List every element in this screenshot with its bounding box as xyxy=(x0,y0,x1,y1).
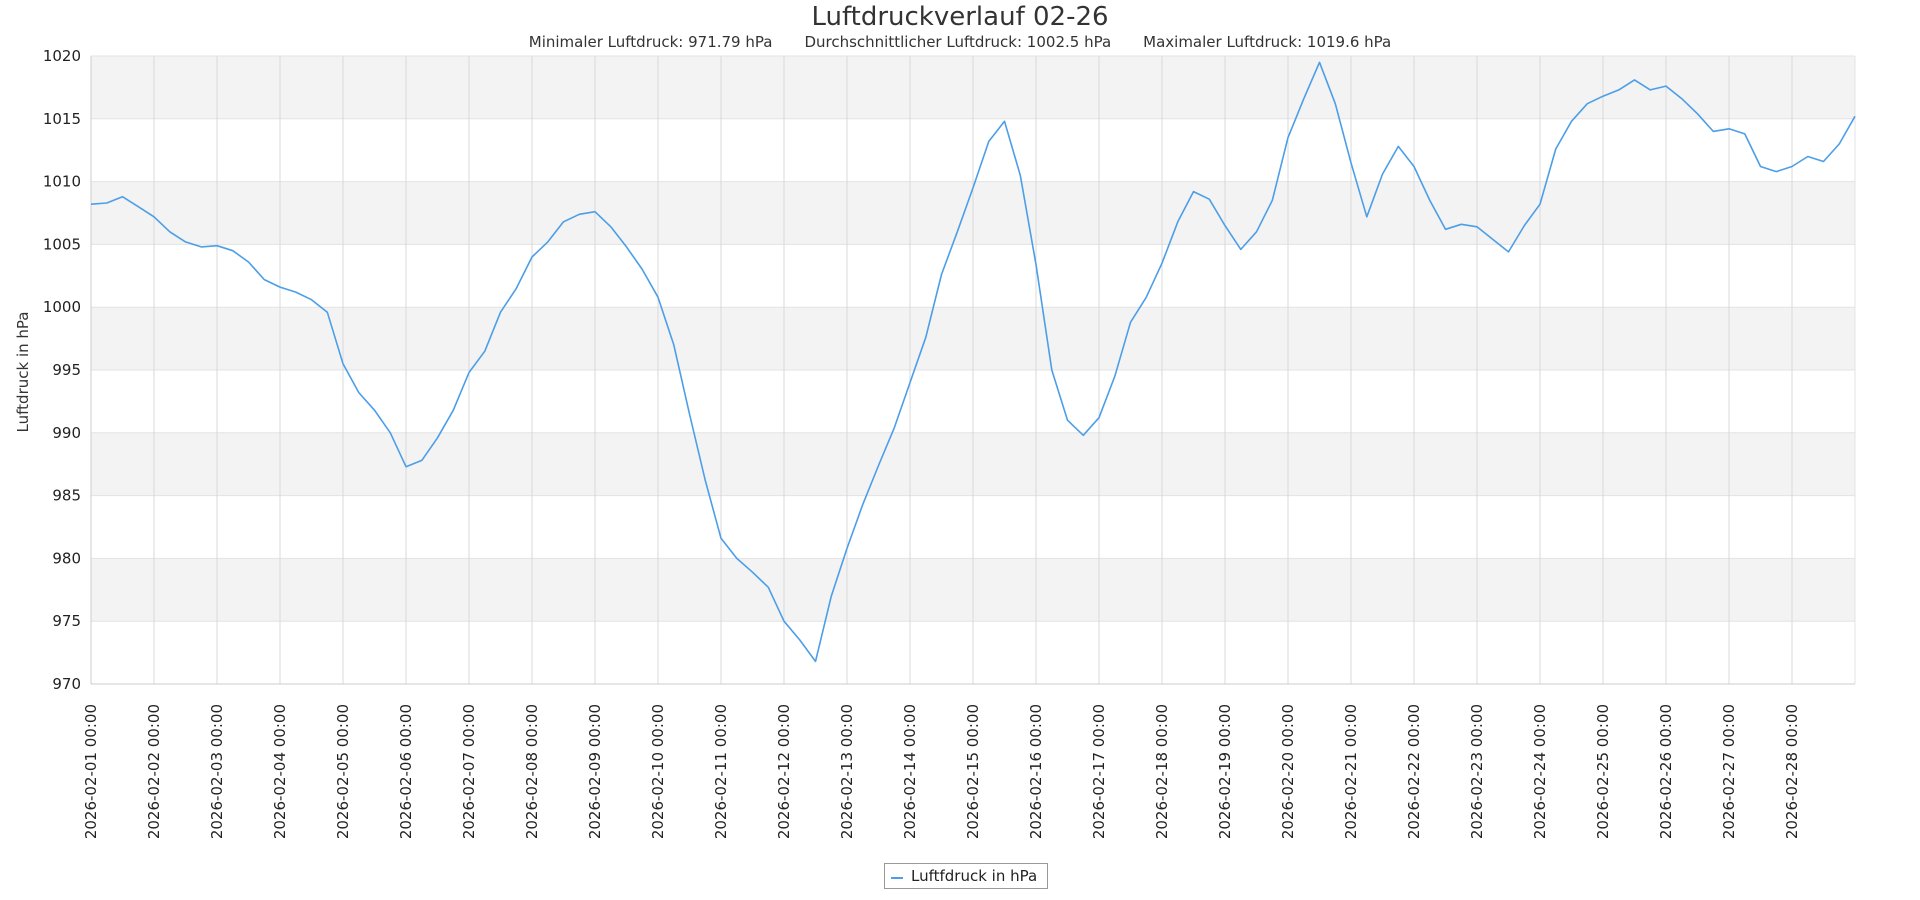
y-axis-ticks: 970 975 980 985 990 995 1000 1005 1010 1015 1020 xyxy=(43,47,81,693)
x-tick-label: 2026-02-20 00:00 xyxy=(1279,704,1297,839)
vertical-gridlines xyxy=(90,56,1793,684)
chart-subtitle: Minimaler Luftdruck: 971.79 hPa Durchschn… xyxy=(0,32,1920,52)
x-tick-label: 2026-02-13 00:00 xyxy=(838,704,856,839)
x-axis-ticks: 2026-02-01 00:00 2026-02-02 00:00 2026-02-… xyxy=(82,704,1801,839)
subtitle-max: Maximaler Luftdruck: 1019.6 hPa xyxy=(1143,33,1392,51)
x-tick-label: 2026-02-14 00:00 xyxy=(901,704,919,839)
x-tick-label: 2026-02-23 00:00 xyxy=(1468,704,1486,839)
x-tick-label: 2026-02-25 00:00 xyxy=(1594,704,1612,839)
x-tick-label: 2026-02-07 00:00 xyxy=(460,704,478,839)
x-tick-label: 2026-02-10 00:00 xyxy=(649,704,667,839)
y-tick-label: 1010 xyxy=(43,173,81,191)
x-tick-label: 2026-02-09 00:00 xyxy=(586,704,604,839)
x-tick-label: 2026-02-21 00:00 xyxy=(1342,704,1360,839)
y-tick-label: 980 xyxy=(52,549,81,567)
x-tick-label: 2026-02-08 00:00 xyxy=(523,704,541,839)
y-tick-label: 995 xyxy=(52,361,81,379)
x-tick-label: 2026-02-24 00:00 xyxy=(1531,704,1549,839)
legend[interactable]: Luftfdruck in hPa xyxy=(884,863,1049,889)
x-tick-label: 2026-02-04 00:00 xyxy=(271,704,289,839)
x-tick-label: 2026-02-01 00:00 xyxy=(82,704,100,839)
x-tick-label: 2026-02-18 00:00 xyxy=(1153,704,1171,839)
legend-label: Luftfdruck in hPa xyxy=(911,867,1038,885)
y-tick-label: 975 xyxy=(52,612,81,630)
y-tick-label: 1000 xyxy=(43,298,81,316)
y-tick-label: 1020 xyxy=(43,47,81,65)
y-tick-label: 1005 xyxy=(43,235,81,253)
x-tick-label: 2026-02-06 00:00 xyxy=(397,704,415,839)
subtitle-min: Minimaler Luftdruck: 971.79 hPa xyxy=(528,33,773,51)
x-tick-label: 2026-02-03 00:00 xyxy=(208,704,226,839)
y-axis-label: Luftdruck in hPa xyxy=(14,312,32,433)
series-group xyxy=(90,61,1856,663)
x-tick-label: 2026-02-05 00:00 xyxy=(334,704,352,839)
x-tick-label: 2026-02-16 00:00 xyxy=(1027,704,1045,839)
x-tick-label: 2026-02-15 00:00 xyxy=(964,704,982,839)
chart-title: Luftdruckverlauf 02-26 xyxy=(811,2,1109,32)
plot-frame xyxy=(90,55,1856,685)
subtitle-avg: Durchschnittlicher Luftdruck: 1002.5 hPa xyxy=(804,33,1112,51)
x-tick-label: 2026-02-11 00:00 xyxy=(712,704,730,839)
y-tick-label: 985 xyxy=(52,487,81,505)
x-tick-label: 2026-02-26 00:00 xyxy=(1657,704,1675,839)
x-tick-label: 2026-02-19 00:00 xyxy=(1216,704,1234,839)
y-tick-label: 970 xyxy=(52,675,81,693)
x-tick-label: 2026-02-27 00:00 xyxy=(1720,704,1738,839)
y-tick-label: 1015 xyxy=(43,110,81,128)
y-tick-label: 990 xyxy=(52,424,81,442)
legend-swatch-icon xyxy=(891,877,903,879)
x-tick-label: 2026-02-17 00:00 xyxy=(1090,704,1108,839)
x-tick-label: 2026-02-02 00:00 xyxy=(145,704,163,839)
x-tick-label: 2026-02-12 00:00 xyxy=(775,704,793,839)
series-line xyxy=(90,61,1856,663)
x-tick-label: 2026-02-28 00:00 xyxy=(1783,704,1801,839)
x-tick-label: 2026-02-22 00:00 xyxy=(1405,704,1423,839)
